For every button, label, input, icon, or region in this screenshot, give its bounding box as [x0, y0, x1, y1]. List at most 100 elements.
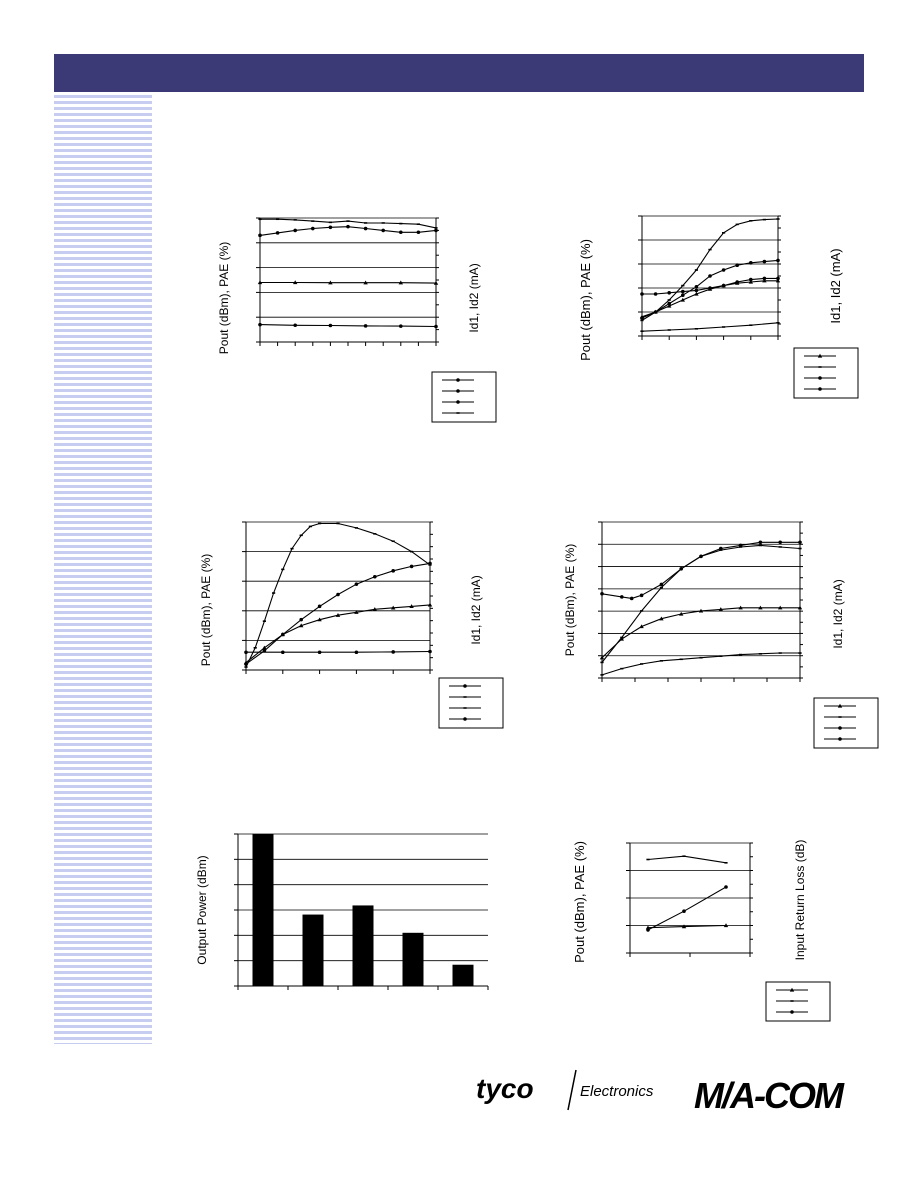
- chart-2-series-5-line: [641, 322, 779, 332]
- chart-3-series-4-line: [246, 650, 431, 653]
- chart-4-series-4-point: [778, 652, 782, 654]
- chart-4: Pout (dBm), PAE (%) Id1, Id2 (mA): [563, 521, 879, 749]
- chart-2-series-4-line: [641, 280, 778, 318]
- chart-6-series-1-point: [646, 858, 650, 861]
- chart-2-series-4-point: [707, 287, 713, 291]
- chart-3-series-1-point: [318, 522, 322, 525]
- chart-2-series-1-point: [640, 319, 644, 322]
- chart-6-series-3-point: [723, 923, 729, 928]
- chart-2-legend-marker: [818, 376, 822, 380]
- chart-2-series-3-point: [681, 289, 685, 294]
- chart-1-legend-marker: [456, 378, 460, 382]
- tyco-electronics-logo: tyco Electronics: [476, 1069, 654, 1111]
- chart-3-legend-marker: [463, 696, 467, 698]
- chart-1-y2label: Id1, Id2 (mA): [467, 263, 481, 332]
- chart-4-series-3-point: [698, 608, 704, 613]
- chart-4-series-2-point: [778, 540, 782, 545]
- chart-3-series-1-point: [299, 534, 303, 537]
- chart-4-series-3-line: [601, 607, 800, 659]
- chart-2-series-4-point: [653, 309, 658, 314]
- chart-3-series-1-point: [354, 527, 358, 529]
- chart-2-series-1-point: [749, 220, 753, 222]
- chart-2-series-4-point: [748, 279, 753, 284]
- chart-4-series-3-point: [718, 607, 723, 611]
- chart-2-series-5-point: [694, 328, 698, 330]
- chart-4-series-1-point: [659, 586, 663, 589]
- chart-3-series-1-point: [244, 666, 248, 668]
- chart-3-y2label: Id1, Id2 (mA): [469, 575, 483, 644]
- chart-3-series-2-point: [317, 604, 322, 609]
- chart-1-series-2-point: [311, 226, 315, 231]
- chart-4-series-4-point: [679, 658, 683, 661]
- chart-1-series-1-point: [258, 218, 262, 221]
- chart-4-series-2-point: [798, 540, 802, 545]
- chart-5-bar: [352, 905, 374, 986]
- chart-4-series-2-point: [719, 546, 723, 551]
- tyco-division-text: Electronics: [580, 1083, 654, 1100]
- chart-4-series-4-point: [739, 653, 743, 656]
- chart-4-legend-marker: [838, 716, 842, 718]
- chart-3-series-1-point: [262, 620, 266, 622]
- chart-3-series-2-point: [299, 617, 303, 622]
- chart-3-series-1-point: [253, 647, 257, 649]
- chart-3-series-4-point: [244, 650, 248, 655]
- chart-2-legend-marker: [818, 387, 822, 391]
- chart-1-series-2-point: [399, 230, 403, 235]
- chart-1-series-1-point: [293, 219, 297, 221]
- chart-1-ylabel: Pout (dBm), PAE (%): [217, 242, 231, 354]
- chart-3-plot: [242, 521, 433, 674]
- chart-3-series-2-point: [428, 561, 432, 566]
- chart-3-series-2-point: [409, 564, 414, 569]
- chart-5: Output Power (dBm): [195, 833, 489, 990]
- chart-3-series-2-point: [391, 569, 395, 573]
- chart-3-series-3-point: [280, 632, 285, 637]
- tyco-brand-text: tyco: [476, 1073, 534, 1104]
- chart-1-legend-marker: [456, 389, 460, 393]
- chart-2-series-2-point: [721, 268, 726, 272]
- chart-4-legend: [813, 697, 879, 749]
- chart-2-series-4-point: [775, 278, 781, 283]
- chart-4-series-1-point: [758, 544, 762, 547]
- chart-1-series-3-point: [328, 280, 333, 285]
- chart-2-series-5-point: [640, 330, 644, 332]
- chart-4-series-1-line: [601, 544, 801, 663]
- chart-2-series-2-point: [667, 301, 671, 306]
- chart-1-series-3-point: [363, 280, 368, 285]
- chart-2-series-3-point: [667, 291, 671, 295]
- chart-1-series-4-point: [434, 324, 438, 329]
- chart-6-legend-marker: [790, 1010, 794, 1014]
- chart-6-legend-marker: [789, 987, 795, 992]
- chart-4-series-4-point: [620, 667, 624, 670]
- chart-4-series-4-point: [600, 674, 604, 676]
- chart-3-series-3-point: [354, 610, 359, 614]
- header-bar: [54, 54, 864, 92]
- chart-3-series-1-point: [373, 533, 377, 535]
- macom-logo: M/A-COM: [694, 1075, 847, 1116]
- chart-3-legend: [438, 677, 504, 729]
- chart-6-series-1-point: [724, 862, 728, 864]
- chart-3-series-2-point: [354, 582, 359, 586]
- chart-4-series-3-point: [639, 624, 644, 629]
- chart-4-series-2-point: [758, 540, 763, 545]
- chart-3-series-1-point: [336, 522, 340, 525]
- chart-1-series-3-line: [260, 281, 437, 284]
- chart-1-series-3-point: [257, 280, 263, 285]
- chart-1-series-1-point: [311, 220, 315, 222]
- chart-4-series-1-point: [798, 547, 802, 550]
- chart-6: Pout (dBm), PAE (%) Input Return Loss (d…: [572, 840, 831, 1022]
- chart-1-series-1-point: [328, 221, 332, 224]
- chart-6-ylabel: Pout (dBm), PAE (%): [572, 841, 587, 963]
- chart-2-series-3-point: [762, 276, 767, 281]
- chart-1-series-4-point: [328, 323, 333, 328]
- chart-5-bar: [252, 834, 274, 986]
- chart-1-series-4-point: [363, 324, 368, 328]
- chart-3-series-1-point: [391, 540, 395, 543]
- chart-4-series-2-point: [600, 591, 604, 596]
- chart-1-series-1-point: [434, 227, 438, 229]
- chart-4-series-4-point: [640, 663, 644, 665]
- chart-2-series-3-point: [653, 292, 658, 296]
- chart-4-series-2-point: [699, 554, 703, 559]
- chart-2-series-3-point: [694, 288, 699, 293]
- chart-4-series-2-line: [601, 541, 800, 599]
- chart-3-series-3-point: [317, 617, 322, 622]
